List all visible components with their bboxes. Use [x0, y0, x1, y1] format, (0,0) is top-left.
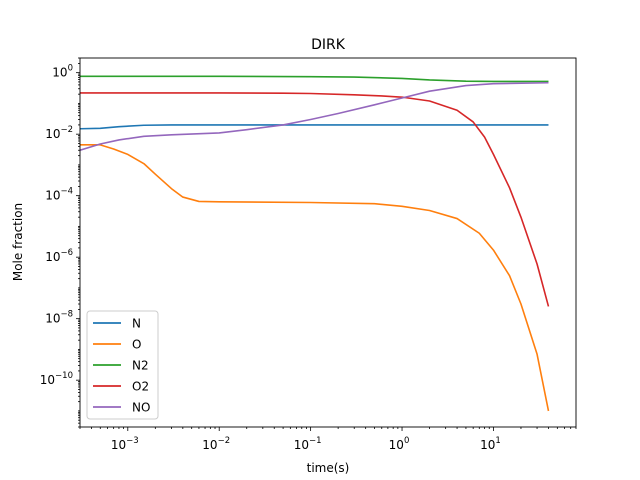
series-line-no: [80, 81, 549, 152]
x-tick-label: 10−1: [294, 436, 322, 452]
y-tick-label: 10−8: [45, 310, 73, 326]
y-axis-label: Mole fraction: [11, 203, 25, 281]
x-axis-label: time(s): [307, 461, 350, 475]
legend-label-n: N: [132, 317, 141, 331]
series-line-o2: [80, 92, 550, 307]
y-tick-label: 10−2: [45, 125, 73, 141]
chart-title: DIRK: [311, 37, 346, 53]
series-layer: [80, 75, 550, 412]
series-line-n2: [80, 75, 549, 83]
x-tick-label: 10−2: [202, 436, 230, 452]
legend: NO N2 O2 NO: [86, 310, 159, 420]
plot-frame: [79, 57, 577, 428]
series-line-n: [80, 124, 549, 130]
y-tick-label: 10−6: [45, 248, 73, 264]
legend-label-o: O: [132, 338, 141, 352]
y-tick-label: 100: [52, 64, 73, 80]
y-tick-label: 10−10: [40, 371, 73, 387]
series-line-o: [80, 144, 550, 412]
legend-label-no: NO: [132, 401, 150, 415]
legend-label-o2: O2: [132, 380, 149, 394]
legend-label-n2: N2: [132, 359, 149, 373]
y-tick-label: 10−4: [45, 187, 73, 203]
x-tick-label: 101: [480, 436, 501, 452]
x-tick-label: 10−3: [111, 436, 139, 452]
x-tick-label: 100: [389, 436, 410, 452]
legend-box: [86, 310, 159, 420]
